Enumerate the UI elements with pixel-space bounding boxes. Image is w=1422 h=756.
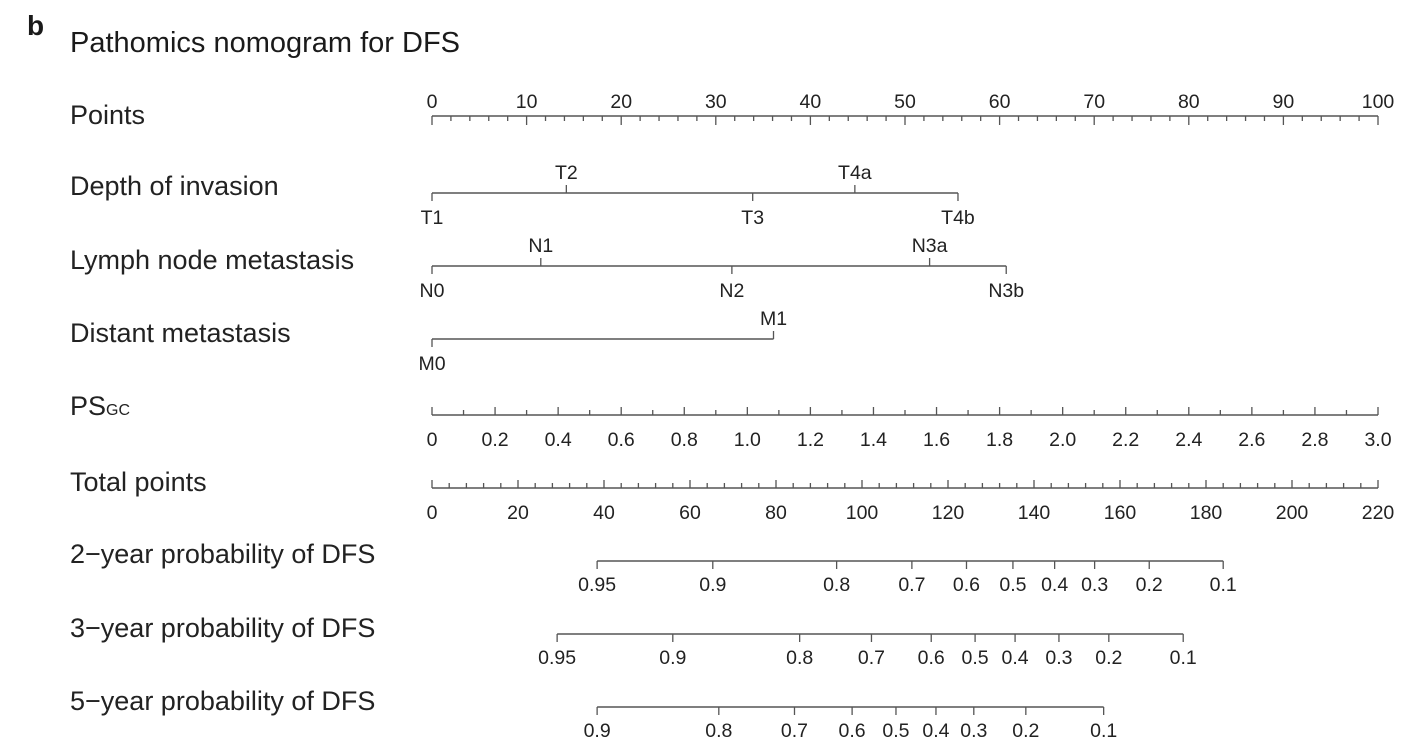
points-tick-label: 30	[705, 91, 727, 113]
psgc-tick-label: 2.2	[1112, 429, 1139, 451]
two-year-dfs-tick-label: 0.5	[999, 574, 1026, 596]
three-year-dfs-tick-label: 0.9	[659, 647, 686, 669]
points-tick-label: 50	[894, 91, 916, 113]
psgc-tick-label: 2.6	[1238, 429, 1265, 451]
psgc-tick-label: 1.2	[797, 429, 824, 451]
points-tick-label: 100	[1362, 91, 1395, 113]
psgc-tick-label: 2.4	[1175, 429, 1202, 451]
total-points-tick-label: 0	[427, 502, 438, 524]
points-tick-label: 70	[1083, 91, 1105, 113]
total-points-tick-label: 60	[679, 502, 701, 524]
three-year-dfs-tick-label: 0.95	[538, 647, 576, 669]
three-year-dfs-tick-label: 0.7	[858, 647, 885, 669]
five-year-dfs-tick-label: 0.4	[922, 720, 949, 742]
lymph-node-metastasis-level-label: N3b	[988, 280, 1024, 302]
five-year-dfs-row-label: 5−year probability of DFS	[70, 686, 375, 716]
three-year-dfs-tick-label: 0.3	[1045, 647, 1072, 669]
psgc-tick-label: 2.8	[1301, 429, 1328, 451]
total-points-tick-label: 120	[932, 502, 965, 524]
psgc-tick-label: 0.8	[671, 429, 698, 451]
total-points-tick-label: 180	[1190, 502, 1223, 524]
lymph-node-metastasis-row-label: Lymph node metastasis	[70, 245, 354, 275]
psgc-tick-label: 0.6	[608, 429, 635, 451]
total-points-tick-label: 160	[1104, 502, 1137, 524]
depth-of-invasion-level-label: T2	[555, 162, 578, 184]
five-year-dfs-tick-label: 0.9	[584, 720, 611, 742]
two-year-dfs-tick-label: 0.8	[823, 574, 850, 596]
five-year-dfs-tick-label: 0.7	[781, 720, 808, 742]
three-year-dfs-tick-label: 0.6	[918, 647, 945, 669]
total-points-tick-label: 40	[593, 502, 615, 524]
figure-title: Pathomics nomogram for DFS	[70, 27, 461, 59]
five-year-dfs-tick-label: 0.1	[1090, 720, 1117, 742]
psgc-tick-label: 1.0	[734, 429, 761, 451]
psgc-tick-label: 1.8	[986, 429, 1013, 451]
points-tick-label: 0	[427, 91, 438, 113]
two-year-dfs-tick-label: 0.2	[1136, 574, 1163, 596]
lymph-node-metastasis-level-label: N1	[528, 235, 553, 257]
three-year-dfs-tick-label: 0.8	[786, 647, 813, 669]
psgc-tick-label: 2.0	[1049, 429, 1076, 451]
psgc-tick-label: 3.0	[1364, 429, 1391, 451]
distant-metastasis-level-label: M1	[760, 308, 787, 330]
two-year-dfs-tick-label: 0.95	[578, 574, 616, 596]
total-points-tick-label: 140	[1018, 502, 1051, 524]
points-tick-label: 20	[610, 91, 632, 113]
distant-metastasis-row-label: Distant metastasis	[70, 318, 291, 348]
five-year-dfs-tick-label: 0.2	[1012, 720, 1039, 742]
three-year-dfs-tick-label: 0.5	[962, 647, 989, 669]
depth-of-invasion-level-label: T3	[741, 207, 764, 229]
points-row-label: Points	[70, 100, 145, 130]
points-tick-label: 90	[1273, 91, 1295, 113]
depth-of-invasion-row-label: Depth of invasion	[70, 171, 279, 201]
points-tick-label: 10	[516, 91, 538, 113]
three-year-dfs-tick-label: 0.1	[1170, 647, 1197, 669]
panel-letter: b	[27, 10, 45, 41]
total-points-row-label: Total points	[70, 467, 207, 497]
depth-of-invasion-level-label: T1	[421, 207, 444, 229]
total-points-tick-label: 100	[846, 502, 879, 524]
two-year-dfs-tick-label: 0.6	[953, 574, 980, 596]
five-year-dfs-tick-label: 0.8	[705, 720, 732, 742]
two-year-dfs-tick-label: 0.7	[898, 574, 925, 596]
five-year-dfs-tick-label: 0.5	[882, 720, 909, 742]
three-year-dfs-tick-label: 0.2	[1095, 647, 1122, 669]
total-points-tick-label: 220	[1362, 502, 1395, 524]
total-points-tick-label: 20	[507, 502, 529, 524]
lymph-node-metastasis-level-label: N3a	[912, 235, 948, 257]
psgc-tick-label: 0.2	[482, 429, 509, 451]
five-year-dfs-tick-label: 0.3	[960, 720, 987, 742]
three-year-dfs-tick-label: 0.4	[1002, 647, 1029, 669]
depth-of-invasion-level-label: T4a	[838, 162, 872, 184]
total-points-tick-label: 200	[1276, 502, 1309, 524]
psgc-tick-label: 0	[427, 429, 438, 451]
two-year-dfs-tick-label: 0.3	[1081, 574, 1108, 596]
five-year-dfs-tick-label: 0.6	[839, 720, 866, 742]
psgc-row-label: PSGC	[70, 391, 130, 421]
psgc-tick-label: 1.4	[860, 429, 887, 451]
two-year-dfs-row-label: 2−year probability of DFS	[70, 539, 375, 569]
three-year-dfs-row-label: 3−year probability of DFS	[70, 613, 375, 643]
depth-of-invasion-level-label: T4b	[941, 207, 975, 229]
lymph-node-metastasis-level-label: N0	[420, 280, 445, 302]
points-tick-label: 60	[989, 91, 1011, 113]
points-tick-label: 40	[800, 91, 822, 113]
two-year-dfs-tick-label: 0.9	[699, 574, 726, 596]
total-points-tick-label: 80	[765, 502, 787, 524]
psgc-label-subscript: GC	[106, 402, 130, 419]
points-tick-label: 80	[1178, 91, 1200, 113]
two-year-dfs-tick-label: 0.1	[1210, 574, 1237, 596]
psgc-label-main: PS	[70, 391, 106, 421]
lymph-node-metastasis-level-label: N2	[719, 280, 744, 302]
psgc-tick-label: 1.6	[923, 429, 950, 451]
distant-metastasis-level-label: M0	[418, 353, 445, 375]
two-year-dfs-tick-label: 0.4	[1041, 574, 1068, 596]
psgc-tick-label: 0.4	[545, 429, 572, 451]
